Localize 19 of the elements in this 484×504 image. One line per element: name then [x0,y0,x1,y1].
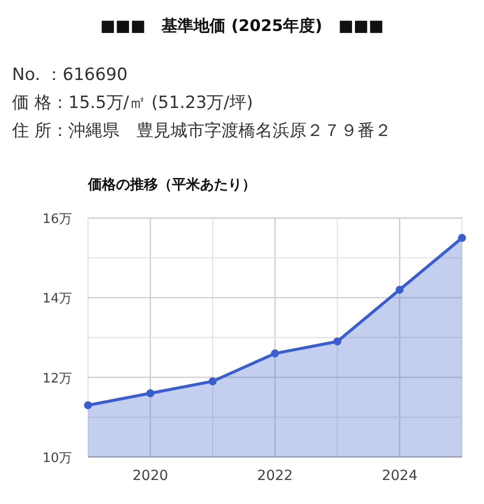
y-tick-label: 12万 [42,371,72,386]
x-tick-label: 2022 [257,468,293,484]
point [458,234,466,242]
text: 住 所：沖縄県 豊見城市字渡橋名浜原２７９番２ [11,121,392,141]
point [271,349,279,358]
point [396,286,404,294]
point [146,389,154,398]
x-tick-label: 2020 [132,468,168,484]
point [84,401,92,410]
text: No. ：616690 [12,65,128,85]
text: 価 格：15.5万/㎡ (51.23万/坪) [12,93,254,113]
x-tick-label: 2024 [382,468,418,484]
chart-title: ■■■ 基準地価 (2025年度) ■■■ [100,16,384,35]
chart-subtitle: 価格の推移（平米あたり） [87,177,256,193]
y-tick-label: 16万 [42,212,72,227]
y-tick-label: 10万 [42,451,72,466]
y-tick-label: 14万 [42,292,72,307]
point [208,377,217,386]
point [333,337,342,346]
